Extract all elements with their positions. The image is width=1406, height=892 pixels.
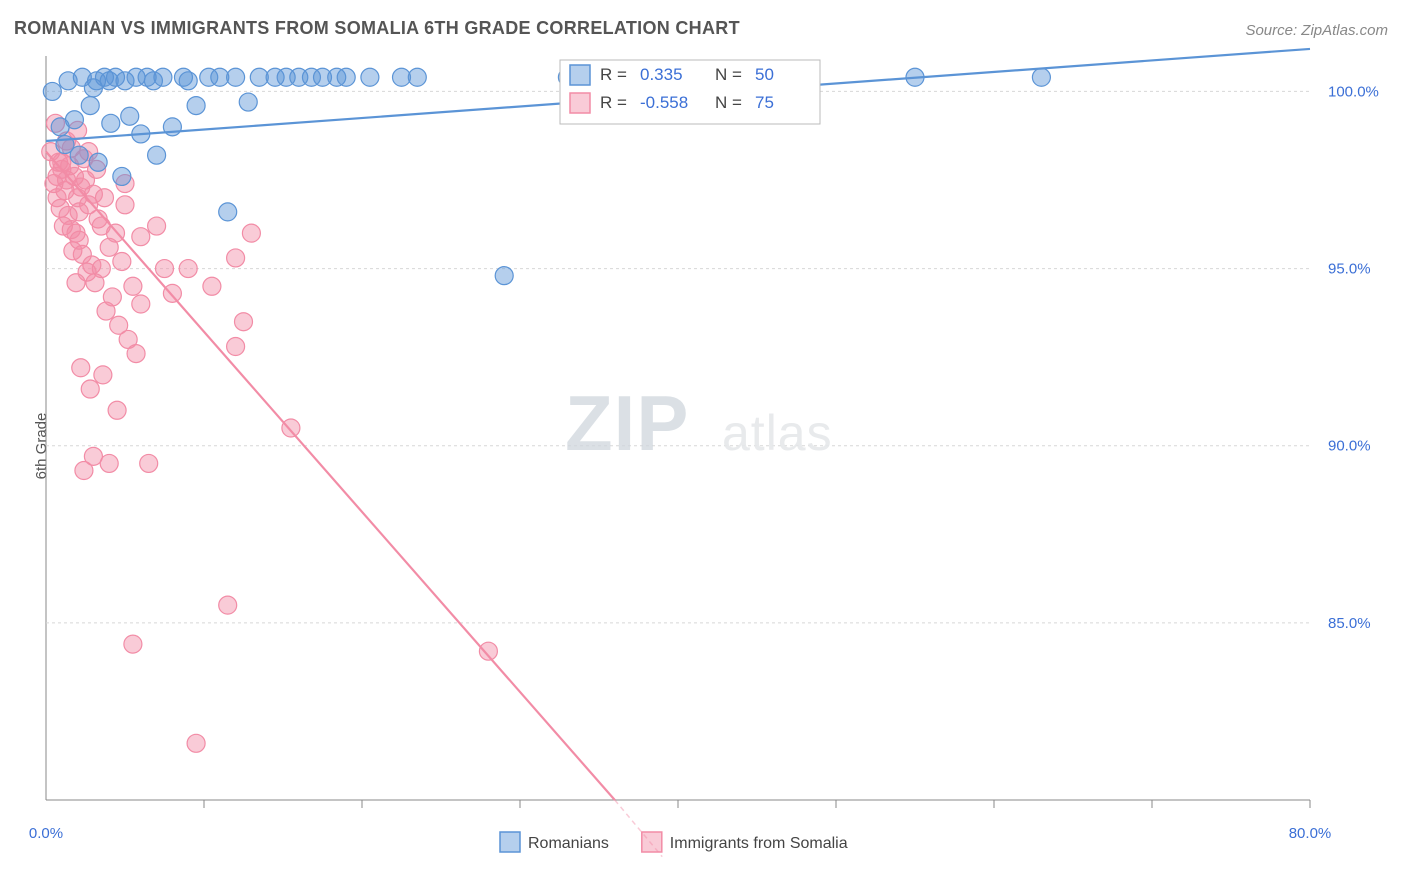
- point-somalia: [92, 260, 110, 278]
- point-somalia: [108, 401, 126, 419]
- svg-text:50: 50: [755, 65, 774, 84]
- svg-text:R =: R =: [600, 65, 627, 84]
- point-somalia: [187, 734, 205, 752]
- point-somalia: [116, 196, 134, 214]
- point-somalia: [94, 366, 112, 384]
- svg-text:85.0%: 85.0%: [1328, 615, 1371, 632]
- point-romanian: [187, 97, 205, 115]
- svg-text:atlas: atlas: [722, 405, 833, 461]
- legend-swatch: [642, 832, 662, 852]
- point-romanian: [43, 82, 61, 100]
- point-somalia: [84, 447, 102, 465]
- point-somalia: [81, 380, 99, 398]
- scatter-plot: 85.0% 90.0% 95.0% 100.0% 0.0% 80.0% ZIP atlas R …: [0, 0, 1406, 892]
- point-somalia: [92, 217, 110, 235]
- stats-box: [560, 60, 820, 124]
- point-somalia: [95, 189, 113, 207]
- svg-text:0.335: 0.335: [640, 65, 683, 84]
- svg-text:95.0%: 95.0%: [1328, 261, 1371, 278]
- legend-swatch: [500, 832, 520, 852]
- point-somalia: [156, 260, 174, 278]
- svg-text:-0.558: -0.558: [640, 93, 688, 112]
- point-somalia: [77, 171, 95, 189]
- point-romanian: [1032, 68, 1050, 86]
- point-somalia: [219, 596, 237, 614]
- point-somalia: [67, 274, 85, 292]
- point-somalia: [127, 345, 145, 363]
- point-somalia: [227, 249, 245, 267]
- point-romanian: [70, 146, 88, 164]
- point-romanian: [81, 97, 99, 115]
- point-romanian: [121, 107, 139, 125]
- point-somalia: [227, 338, 245, 356]
- svg-text:100.0%: 100.0%: [1328, 83, 1379, 100]
- point-romanian: [89, 153, 107, 171]
- point-romanian: [148, 146, 166, 164]
- point-romanian: [495, 267, 513, 285]
- point-romanian: [113, 167, 131, 185]
- point-romanian: [65, 111, 83, 129]
- point-somalia: [282, 419, 300, 437]
- svg-text:75: 75: [755, 93, 774, 112]
- point-romanian: [144, 72, 162, 90]
- legend-label: Romanians: [528, 835, 609, 852]
- svg-text:80.0%: 80.0%: [1289, 825, 1332, 842]
- point-romanian: [227, 68, 245, 86]
- point-somalia: [132, 295, 150, 313]
- point-romanian: [116, 72, 134, 90]
- point-romanian: [337, 68, 355, 86]
- trend-somalia: [46, 152, 615, 800]
- point-somalia: [140, 454, 158, 472]
- stats-swatch: [570, 65, 590, 85]
- point-somalia: [69, 189, 87, 207]
- svg-text:N =: N =: [715, 93, 742, 112]
- svg-text:R =: R =: [600, 93, 627, 112]
- point-romanian: [179, 72, 197, 90]
- point-somalia: [113, 252, 131, 270]
- legend-label: Immigrants from Somalia: [670, 835, 848, 852]
- stats-swatch: [570, 93, 590, 113]
- point-somalia: [242, 224, 260, 242]
- svg-text:90.0%: 90.0%: [1328, 438, 1371, 455]
- svg-text:0.0%: 0.0%: [29, 825, 63, 842]
- point-romanian: [239, 93, 257, 111]
- point-somalia: [235, 313, 253, 331]
- point-somalia: [179, 260, 197, 278]
- svg-text:ZIP: ZIP: [565, 379, 689, 467]
- point-romanian: [361, 68, 379, 86]
- point-somalia: [124, 277, 142, 295]
- point-romanian: [219, 203, 237, 221]
- point-somalia: [203, 277, 221, 295]
- point-somalia: [103, 288, 121, 306]
- point-somalia: [132, 228, 150, 246]
- svg-text:N =: N =: [715, 65, 742, 84]
- point-romanian: [408, 68, 426, 86]
- point-romanian: [102, 114, 120, 132]
- point-somalia: [124, 635, 142, 653]
- point-somalia: [72, 359, 90, 377]
- point-somalia: [148, 217, 166, 235]
